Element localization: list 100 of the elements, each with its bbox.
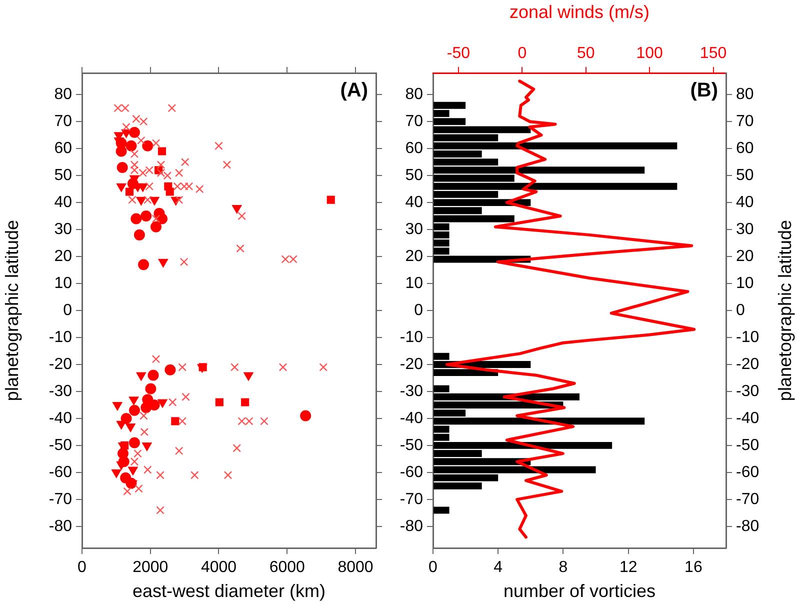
y-tick-label: -30 bbox=[48, 382, 72, 400]
point bbox=[244, 372, 254, 381]
point bbox=[158, 258, 168, 268]
y-tick-label: 80 bbox=[54, 86, 72, 103]
y-tick-label: -20 bbox=[48, 356, 72, 373]
x2-tick-label: 0 bbox=[518, 44, 527, 62]
point bbox=[128, 396, 139, 406]
y-tick-label: 40 bbox=[54, 194, 72, 211]
y-tick-label: 20 bbox=[405, 248, 424, 265]
point bbox=[144, 466, 152, 474]
y-tick-label: 20 bbox=[54, 248, 72, 265]
point bbox=[230, 363, 239, 372]
y-tick-label: 0 bbox=[414, 302, 424, 319]
point bbox=[238, 417, 246, 426]
point bbox=[116, 138, 127, 149]
y2-tick-label: -10 bbox=[736, 328, 760, 346]
point bbox=[300, 410, 312, 422]
x-tick-label: 12 bbox=[619, 559, 638, 576]
point bbox=[152, 214, 160, 223]
point bbox=[145, 383, 156, 394]
y2-tick-label: -30 bbox=[736, 382, 760, 400]
point bbox=[281, 255, 290, 264]
y-tick-label: 70 bbox=[54, 112, 72, 130]
point bbox=[138, 168, 147, 177]
point bbox=[190, 470, 199, 480]
y-tick-label: 50 bbox=[54, 166, 72, 184]
point bbox=[241, 398, 250, 406]
y2-tick-label: -50 bbox=[736, 436, 760, 454]
point bbox=[182, 392, 190, 401]
point bbox=[171, 417, 180, 426]
y-tick-label: 50 bbox=[405, 166, 424, 184]
point bbox=[116, 183, 126, 192]
point bbox=[326, 196, 335, 204]
y-tick-label: 30 bbox=[54, 220, 72, 238]
point bbox=[152, 139, 160, 148]
y-tick-label: 30 bbox=[405, 220, 424, 238]
point bbox=[156, 506, 164, 514]
point bbox=[150, 221, 162, 232]
x-tick-label: 2000 bbox=[132, 559, 168, 576]
point bbox=[163, 171, 172, 180]
point bbox=[125, 188, 134, 196]
point bbox=[156, 470, 164, 480]
y-tick-label: 0 bbox=[63, 302, 72, 319]
point bbox=[118, 456, 130, 468]
point bbox=[278, 363, 288, 372]
y2-tick-label: -80 bbox=[736, 518, 760, 535]
x-axis-title: number of vorticies bbox=[503, 581, 656, 602]
x2-tick-label: 100 bbox=[636, 44, 664, 62]
point bbox=[180, 158, 190, 166]
x-tick-label: 8 bbox=[558, 559, 568, 576]
point bbox=[130, 150, 139, 158]
y2-tick-label: -60 bbox=[736, 464, 760, 481]
y2-tick-label: 70 bbox=[736, 112, 754, 130]
y-tick-label: 60 bbox=[405, 140, 424, 157]
point bbox=[148, 370, 159, 381]
point bbox=[144, 196, 152, 204]
point bbox=[319, 363, 328, 372]
x-axis-title: east-west diameter (km) bbox=[132, 581, 326, 602]
point bbox=[150, 196, 160, 206]
y-tick-label: -70 bbox=[48, 490, 72, 508]
point bbox=[134, 229, 145, 240]
point bbox=[184, 182, 194, 190]
point bbox=[180, 182, 188, 190]
point bbox=[224, 470, 232, 480]
x2-tick-label: -50 bbox=[446, 44, 470, 62]
point bbox=[168, 398, 177, 406]
point bbox=[164, 364, 176, 376]
point bbox=[138, 183, 148, 192]
x-tick-label: 8000 bbox=[338, 559, 374, 576]
point bbox=[195, 184, 204, 194]
point bbox=[126, 478, 137, 489]
y-tick-label: -10 bbox=[48, 328, 72, 346]
point bbox=[168, 104, 176, 112]
x2-tick-label: 150 bbox=[700, 44, 727, 62]
point bbox=[236, 244, 244, 253]
point bbox=[260, 417, 268, 426]
point bbox=[222, 160, 232, 169]
point bbox=[130, 458, 139, 466]
point bbox=[134, 484, 143, 493]
point bbox=[114, 104, 122, 112]
point bbox=[112, 402, 122, 410]
y2-tick-label: -20 bbox=[736, 356, 760, 373]
point bbox=[140, 412, 148, 420]
y2-axis-title: planetographic latitude bbox=[774, 220, 795, 402]
y-tick-label: -40 bbox=[400, 410, 424, 427]
point bbox=[158, 147, 166, 156]
point bbox=[238, 212, 246, 220]
y2-tick-label: -70 bbox=[736, 490, 760, 508]
y-tick-label: 60 bbox=[54, 140, 72, 157]
y2-tick-label: 60 bbox=[736, 140, 754, 157]
y2-tick-label: 50 bbox=[736, 166, 754, 184]
point bbox=[214, 142, 223, 150]
x-tick-label: 4000 bbox=[200, 559, 237, 576]
point bbox=[142, 442, 152, 451]
point bbox=[116, 162, 128, 173]
y-tick-label: -80 bbox=[48, 518, 72, 535]
point bbox=[232, 204, 242, 214]
point bbox=[158, 399, 168, 408]
point bbox=[166, 188, 174, 196]
point bbox=[178, 417, 186, 426]
